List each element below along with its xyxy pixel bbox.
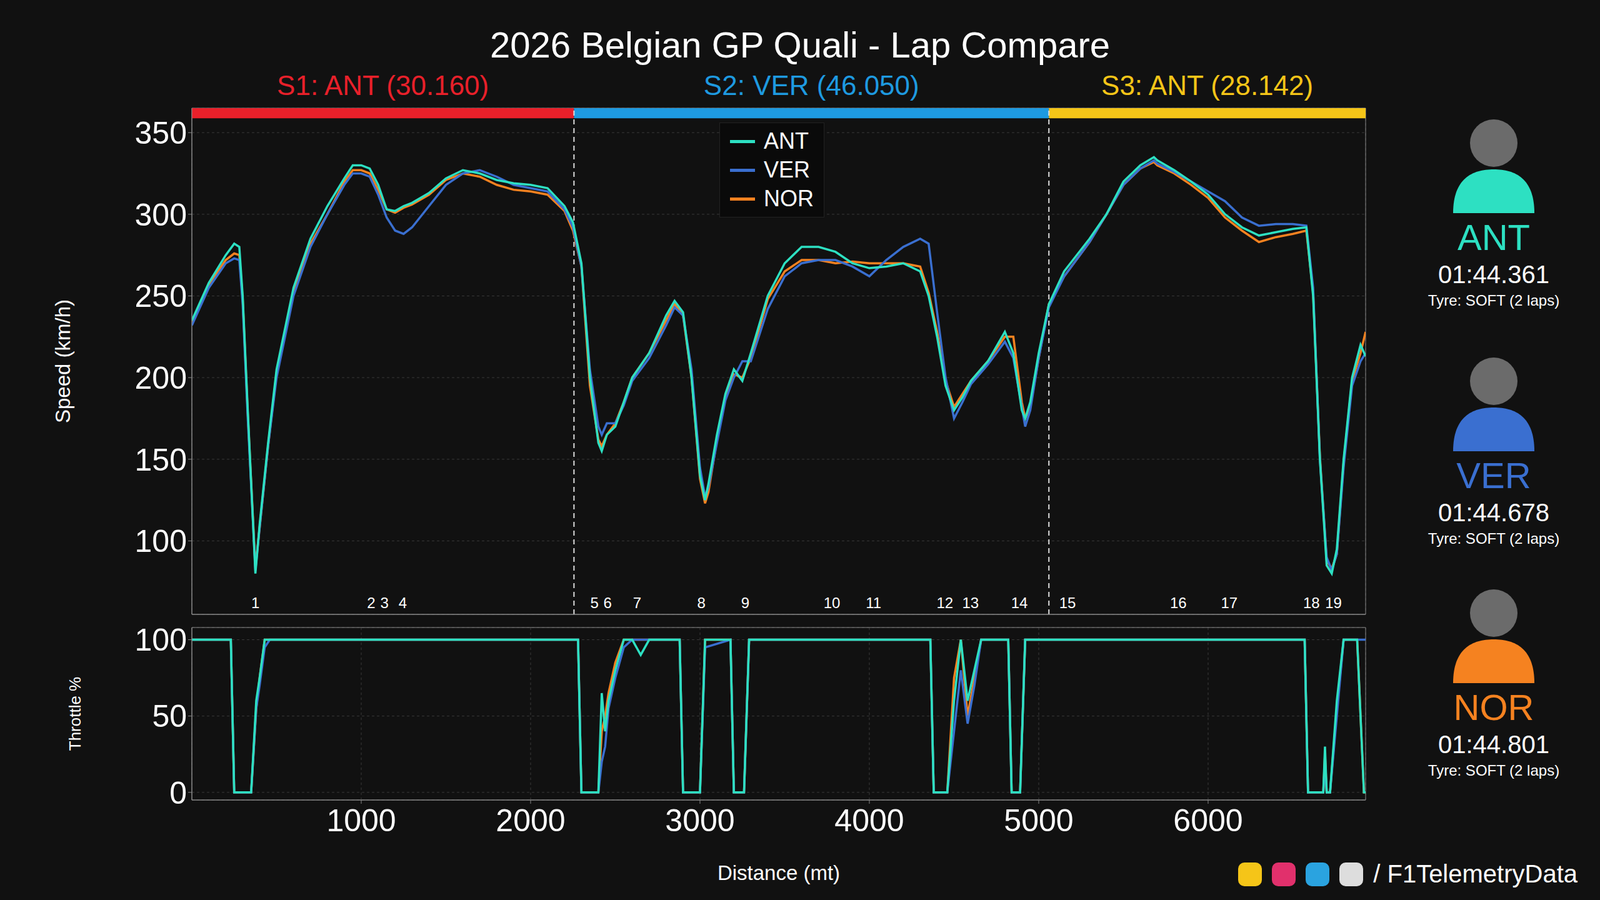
svg-text:13: 13 [961, 594, 979, 612]
html-text:/ F1TelemetryData: / F1TelemetryData [1373, 860, 1578, 888]
html-text:01:44.678: 01:44.678 [1438, 498, 1550, 527]
svg-text:11: 11 [865, 594, 882, 612]
svg-text:6: 6 [603, 594, 612, 612]
html-text:NOR: NOR [763, 185, 814, 212]
svg-text:Distance (mt): Distance (mt) [717, 861, 840, 885]
svg-text:350: 350 [135, 115, 187, 151]
svg-text:10: 10 [823, 594, 841, 612]
svg-text:3000: 3000 [665, 803, 735, 839]
svg-text:18: 18 [1303, 594, 1320, 612]
svg-text:5000: 5000 [1003, 803, 1074, 839]
svg-text:Throttle %: Throttle % [65, 676, 85, 752]
html-text:S1: ANT (30.160): S1: ANT (30.160) [276, 70, 489, 101]
html-text:01:44.801: 01:44.801 [1438, 730, 1550, 759]
html-text:2026 Belgian GP Quali - Lap Co: 2026 Belgian GP Quali - Lap Compare [490, 24, 1110, 65]
html-text:S3: ANT (28.142): S3: ANT (28.142) [1101, 70, 1314, 101]
svg-text:0: 0 [169, 775, 187, 811]
svg-text:100: 100 [135, 523, 187, 559]
html-text:VER: VER [763, 156, 810, 183]
svg-text:5: 5 [590, 594, 599, 612]
svg-text:100: 100 [135, 622, 187, 658]
svg-text:16: 16 [1170, 594, 1187, 612]
svg-text:300: 300 [135, 197, 187, 233]
html-text:ANT: ANT [763, 128, 809, 154]
svg-text:2: 2 [366, 594, 375, 612]
html-text:ANT: ANT [1457, 216, 1530, 258]
html-text:Tyre: SOFT (2 laps): Tyre: SOFT (2 laps) [1428, 761, 1560, 779]
svg-text:6000: 6000 [1173, 803, 1243, 839]
html-text:VER: VER [1456, 455, 1531, 496]
html-text:NOR: NOR [1453, 686, 1534, 728]
html-text:01:44.361: 01:44.361 [1438, 260, 1550, 289]
svg-text:1000: 1000 [326, 803, 396, 839]
html-text:Tyre: SOFT (2 laps): Tyre: SOFT (2 laps) [1428, 291, 1560, 309]
svg-text:150: 150 [135, 442, 187, 478]
html-text:S2: VER (46.050): S2: VER (46.050) [703, 70, 920, 101]
html-text:Tyre: SOFT (2 laps): Tyre: SOFT (2 laps) [1428, 530, 1560, 547]
svg-text:8: 8 [696, 594, 705, 612]
svg-text:15: 15 [1059, 594, 1077, 612]
svg-text:7: 7 [633, 594, 642, 612]
svg-text:4000: 4000 [834, 803, 904, 839]
svg-text:50: 50 [151, 698, 187, 734]
svg-text:12: 12 [936, 594, 954, 612]
svg-text:1: 1 [251, 594, 260, 612]
svg-text:14: 14 [1011, 594, 1029, 612]
svg-text:Speed (km/h): Speed (km/h) [51, 299, 75, 424]
svg-text:3: 3 [380, 594, 389, 612]
svg-text:9: 9 [741, 594, 750, 612]
svg-text:2000: 2000 [495, 803, 565, 839]
svg-text:200: 200 [135, 360, 187, 396]
svg-text:4: 4 [398, 594, 407, 612]
svg-text:19: 19 [1325, 594, 1342, 612]
svg-text:250: 250 [135, 278, 187, 314]
svg-text:17: 17 [1220, 594, 1238, 612]
